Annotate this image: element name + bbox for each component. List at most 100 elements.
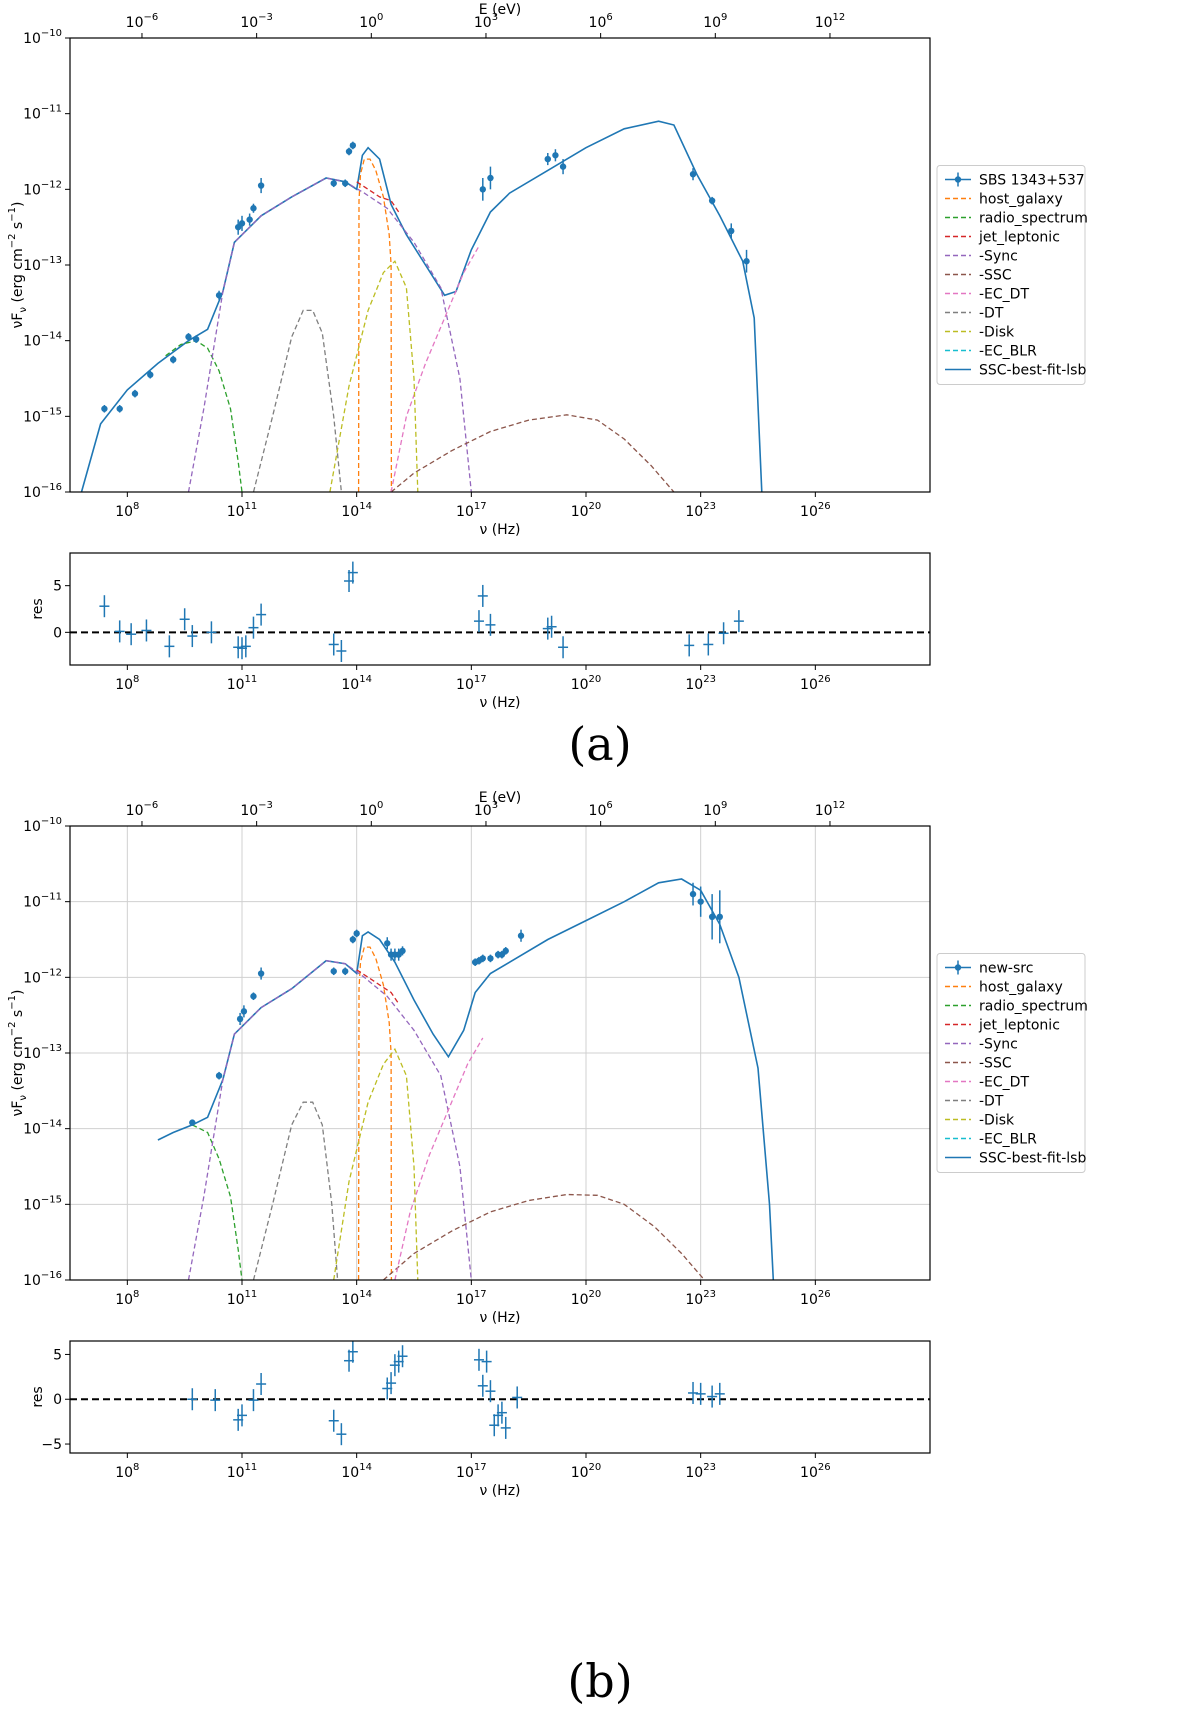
- res-x-tick-label: 1020: [571, 674, 602, 693]
- x-tick-label: 1023: [685, 1289, 716, 1308]
- series-line--ec-dt: [390, 245, 480, 492]
- legend-entry: -EC_DT: [979, 287, 1029, 303]
- data-point: [716, 913, 723, 920]
- top-x-tick-label: 10−3: [240, 800, 273, 819]
- y-tick-label: 10−13: [23, 1043, 62, 1062]
- data-point: [215, 292, 223, 299]
- data-point: [147, 371, 154, 378]
- series-line--dt: [252, 1101, 339, 1280]
- data-point: [708, 913, 716, 920]
- res-y-tick-label: 5: [53, 579, 62, 595]
- legend-entry: -Sync: [979, 249, 1018, 265]
- data-point: [502, 947, 509, 955]
- data-point: [330, 180, 337, 187]
- series-line-jet-leptonic: [356, 969, 400, 1005]
- data-point: [192, 335, 200, 343]
- data-point: [487, 174, 494, 182]
- series-line-ssc-best-fit-lsb: [80, 120, 763, 492]
- x-tick-label: 108: [115, 1289, 139, 1308]
- data-point: [246, 216, 253, 223]
- residual-panel: 108 1011 1014 1017 1020 1023 1026 0 5 ν (Hz) res: [30, 552, 931, 711]
- sed-panel-b: 108 1011 1014 1017 1020 1023 1026 ν (Hz) 10−6 10−…: [7, 790, 1088, 1708]
- data-point: [384, 940, 391, 947]
- top-x-tick-label: 109: [703, 800, 727, 819]
- series-line--ssc: [390, 414, 675, 492]
- legend-entry: jet_leptonic: [978, 230, 1060, 246]
- res-x-tick-label: 108: [115, 1462, 139, 1481]
- data-point: [349, 936, 357, 943]
- legend-entry: -SSC: [979, 268, 1012, 284]
- plot-area: [80, 120, 763, 492]
- x-tick-label: 1020: [571, 501, 602, 520]
- res-x-axis-label: ν (Hz): [479, 1483, 520, 1499]
- data-point: [238, 220, 246, 227]
- sed-panel-a: 108 1011 1014 1017 1020 1023 1026 ν (Hz) 10−6 10−…: [7, 2, 1088, 771]
- series-line--sync: [187, 960, 472, 1280]
- data-point: [708, 197, 716, 204]
- x-tick-label: 1017: [456, 1289, 487, 1308]
- res-y-tick-label: 0: [53, 625, 62, 641]
- legend-entry: radio_spectrum: [979, 999, 1088, 1015]
- panel-label: (a): [568, 717, 631, 771]
- data-point: [257, 970, 265, 977]
- data-point: [479, 955, 486, 962]
- series-line-ssc-best-fit-lsb: [157, 878, 775, 1280]
- legend-entry: jet_leptonic: [978, 1018, 1060, 1034]
- data-point: [101, 405, 108, 412]
- data-point: [240, 1008, 248, 1015]
- res-y-tick-label: 0: [53, 1392, 62, 1408]
- data-point: [353, 930, 360, 937]
- res-y-axis-label: res: [30, 598, 46, 619]
- y-tick-label: 10−16: [23, 1270, 62, 1289]
- res-x-tick-label: 1020: [571, 1462, 602, 1481]
- data-point: [330, 968, 337, 975]
- top-x-tick-label: 100: [359, 12, 383, 31]
- y-tick-label: 10−11: [23, 892, 62, 911]
- res-x-tick-label: 1017: [456, 674, 487, 693]
- main-axes-frame: [69, 37, 931, 493]
- data-point: [697, 898, 704, 905]
- y-tick-label: 10−16: [23, 482, 62, 501]
- top-axis-label: E (eV): [479, 790, 521, 806]
- y-axis-label: νFν (erg cm−2 s−1): [7, 990, 29, 1117]
- legend-entry: SSC-best-fit-lsb: [979, 1151, 1086, 1167]
- series-line-host-galaxy: [357, 946, 393, 1280]
- data-point: [559, 163, 567, 170]
- data-point: [131, 390, 139, 397]
- res-x-tick-label: 1011: [227, 1462, 258, 1481]
- data-point: [487, 955, 494, 962]
- series-line--ec-dt: [394, 1037, 484, 1280]
- data-point: [689, 171, 697, 178]
- data-point: [552, 152, 559, 159]
- series-line-jet-leptonic: [356, 181, 400, 213]
- legend-entry: SBS 1343+537: [979, 173, 1085, 189]
- data-point: [743, 258, 750, 265]
- legend-entry: -Disk: [979, 1113, 1015, 1129]
- series-line-radio-spectrum: [192, 1124, 243, 1280]
- legend-entry: -EC_DT: [979, 1075, 1029, 1091]
- data-point: [116, 405, 123, 412]
- residual-panel: 108 1011 1014 1017 1020 1023 1026 −5 0 5 ν (Hz) res: [30, 1340, 931, 1499]
- x-axis-label: ν (Hz): [479, 1310, 520, 1326]
- x-tick-label: 1014: [341, 501, 372, 520]
- series-line--ssc: [382, 1193, 705, 1280]
- top-x-tick-label: 103: [474, 800, 498, 819]
- top-x-tick-label: 10−6: [126, 800, 159, 819]
- series-line--dt: [252, 309, 343, 492]
- data-point: [517, 932, 525, 939]
- y-tick-label: 10−12: [23, 179, 62, 198]
- data-point: [189, 1119, 196, 1126]
- x-tick-label: 1026: [800, 1289, 831, 1308]
- series-line--disk: [333, 1047, 419, 1280]
- legend-entry: new-src: [979, 961, 1033, 977]
- legend-entry: radio_spectrum: [979, 211, 1088, 227]
- legend-entry: -Sync: [979, 1037, 1018, 1053]
- plot-area: [157, 878, 775, 1280]
- residual-axes-frame: [69, 552, 931, 666]
- top-x-tick-label: 1012: [815, 12, 846, 31]
- data-point: [236, 1015, 244, 1023]
- res-y-tick-label: 5: [53, 1347, 62, 1363]
- y-tick-label: 10−14: [23, 1119, 62, 1138]
- data-point: [342, 968, 349, 975]
